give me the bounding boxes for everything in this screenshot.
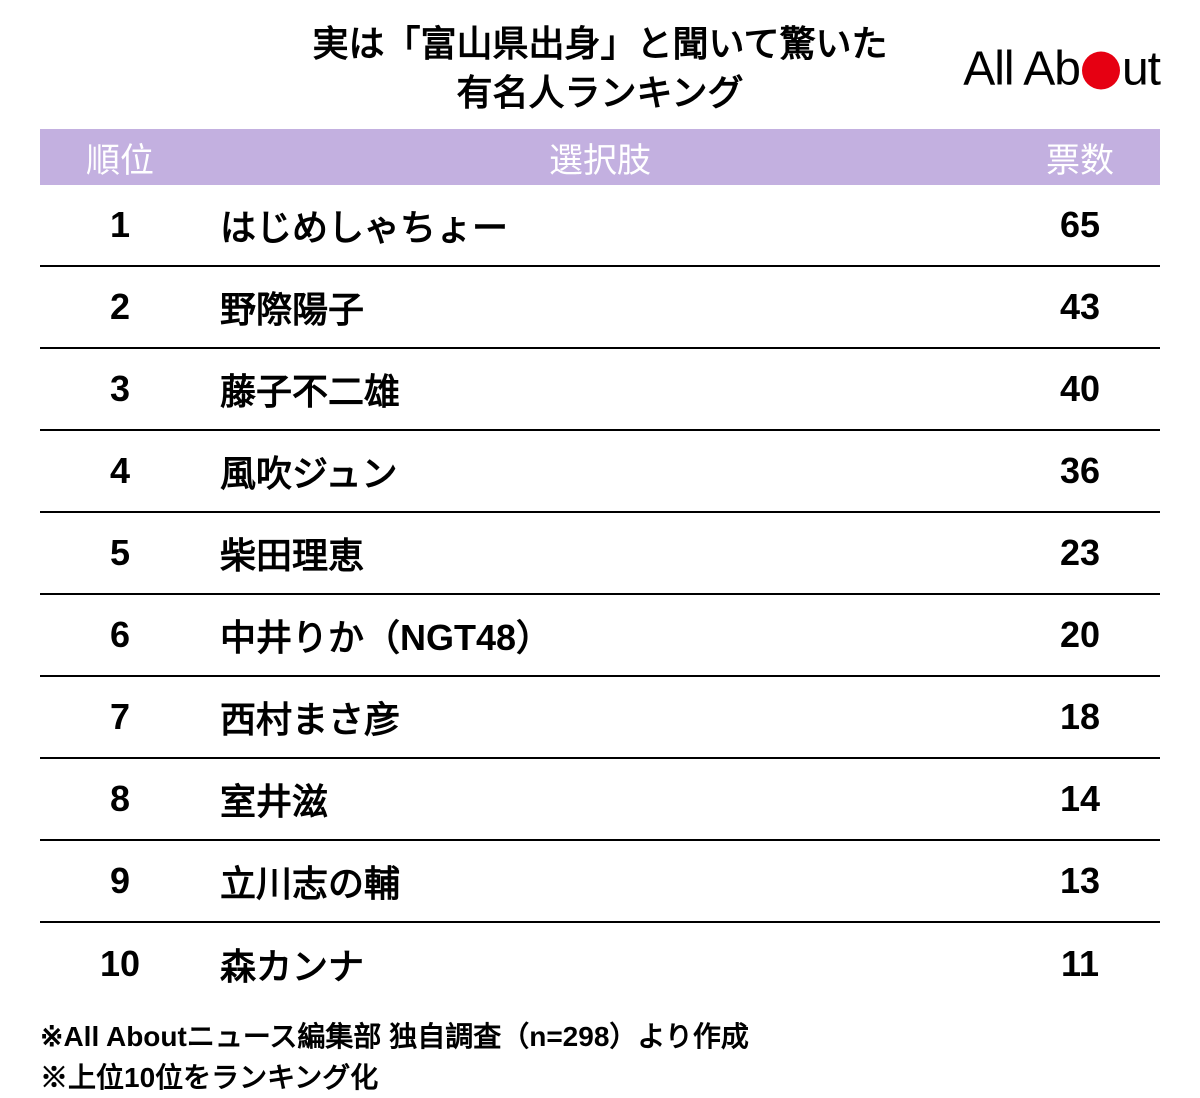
cell-rank: 8 [40,778,200,820]
table-row: 3藤子不二雄40 [40,349,1160,431]
cell-name: 立川志の輔 [200,855,1000,907]
cell-rank: 4 [40,450,200,492]
header-rank: 順位 [40,133,200,182]
table-row: 5柴田理恵23 [40,513,1160,595]
table-header: 順位 選択肢 票数 [40,129,1160,185]
cell-votes: 11 [1000,943,1160,985]
cell-rank: 5 [40,532,200,574]
cell-votes: 18 [1000,696,1160,738]
footnote-1: ※All Aboutニュース編集部 独自調査（n=298）より作成 [40,1017,1160,1058]
cell-votes: 40 [1000,368,1160,410]
cell-name: 室井滋 [200,773,1000,825]
logo-text-1: All Ab [963,41,1080,96]
allabout-logo: All Ab ut [963,41,1160,96]
table-body: 1はじめしゃちょー652野際陽子433藤子不二雄404風吹ジュン365柴田理恵2… [40,185,1160,1005]
table-row: 1はじめしゃちょー65 [40,185,1160,267]
cell-votes: 13 [1000,860,1160,902]
table-row: 9立川志の輔13 [40,841,1160,923]
cell-rank: 9 [40,860,200,902]
logo-red-dot-icon [1082,52,1120,90]
cell-rank: 10 [40,943,200,985]
header-name: 選択肢 [200,133,1000,182]
cell-name: はじめしゃちょー [200,199,1000,251]
table-row: 7西村まさ彦18 [40,677,1160,759]
cell-name: 柴田理恵 [200,527,1000,579]
cell-rank: 7 [40,696,200,738]
cell-rank: 2 [40,286,200,328]
header: 実は「富山県出身」と聞いて驚いた 有名人ランキング All Ab ut [40,20,1160,117]
table-row: 4風吹ジュン36 [40,431,1160,513]
cell-votes: 23 [1000,532,1160,574]
table-row: 10森カンナ11 [40,923,1160,1005]
footnote-2: ※上位10位をランキング化 [40,1058,1160,1098]
title-line-1: 実は「富山県出身」と聞いて驚いた [313,20,888,69]
header-votes: 票数 [1000,133,1160,182]
table-row: 6中井りか（NGT48）20 [40,595,1160,677]
cell-name: 風吹ジュン [200,445,1000,497]
table-row: 2野際陽子43 [40,267,1160,349]
cell-votes: 43 [1000,286,1160,328]
page-title: 実は「富山県出身」と聞いて驚いた 有名人ランキング [313,20,888,117]
cell-votes: 65 [1000,204,1160,246]
cell-rank: 3 [40,368,200,410]
logo-text-2: ut [1122,41,1160,96]
cell-name: 中井りか（NGT48） [200,609,1000,661]
footnotes: ※All Aboutニュース編集部 独自調査（n=298）より作成 ※上位10位… [40,1017,1160,1098]
cell-name: 西村まさ彦 [200,691,1000,743]
cell-votes: 20 [1000,614,1160,656]
title-line-2: 有名人ランキング [313,69,888,118]
cell-name: 野際陽子 [200,281,1000,333]
cell-votes: 14 [1000,778,1160,820]
cell-votes: 36 [1000,450,1160,492]
cell-rank: 6 [40,614,200,656]
cell-name: 森カンナ [200,938,1000,990]
cell-name: 藤子不二雄 [200,363,1000,415]
table-row: 8室井滋14 [40,759,1160,841]
cell-rank: 1 [40,204,200,246]
